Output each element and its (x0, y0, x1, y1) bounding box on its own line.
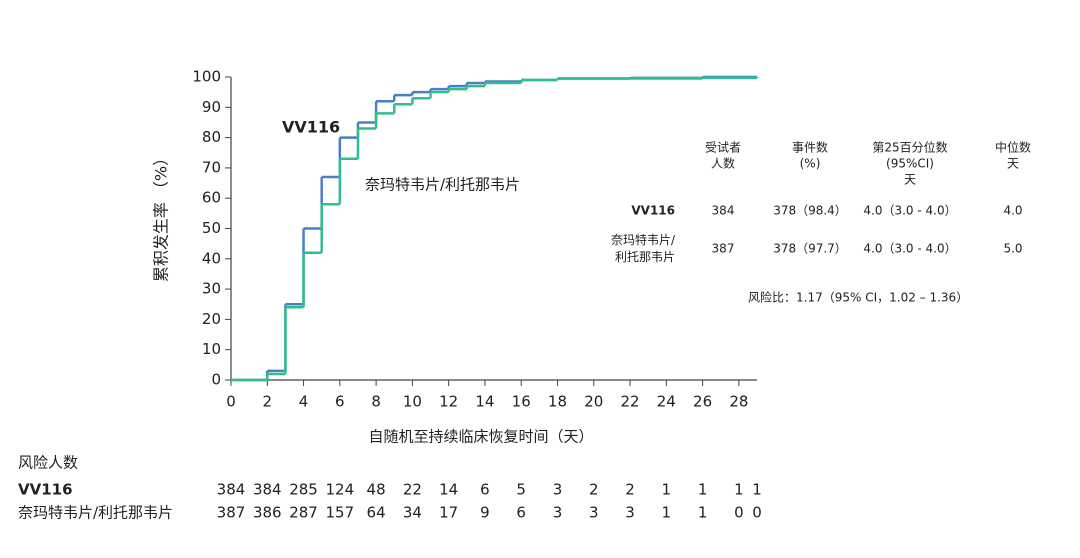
table-header: 事件数 (792, 140, 828, 155)
x-tick-label: 16 (512, 393, 531, 411)
table-cell: 378（97.7） (773, 242, 847, 256)
risk-count: 48 (367, 481, 386, 499)
y-tick-label: 80 (202, 128, 221, 146)
x-tick-label: 0 (226, 393, 236, 411)
risk-count: 3 (589, 504, 599, 522)
table-header: (95%CI) (886, 157, 934, 171)
y-tick-label: 10 (202, 340, 221, 358)
table-header: 中位数 (995, 140, 1031, 155)
table-row-name: VV116 (631, 204, 675, 218)
y-tick-label: 90 (202, 98, 221, 116)
risk-count: 157 (326, 504, 355, 522)
risk-count: 6 (516, 504, 526, 522)
risk-count: 124 (326, 481, 355, 499)
table-cell: 4.0 (1003, 204, 1022, 218)
x-tick-label: 20 (584, 393, 603, 411)
table-header: 人数 (711, 156, 735, 171)
x-tick-label: 2 (263, 393, 273, 411)
risk-count: 384 (253, 481, 282, 499)
risk-table-title: 风险人数 (18, 454, 78, 472)
y-tick-label: 70 (202, 158, 221, 176)
risk-count: 0 (734, 504, 744, 522)
table-cell: 4.0（3.0 - 4.0） (863, 242, 956, 256)
risk-row-name: VV116 (18, 481, 73, 499)
risk-count: 384 (217, 481, 246, 499)
risk-count: 0 (752, 504, 762, 522)
table-header: 天 (1007, 157, 1019, 171)
y-axis-label: 累积发生率 （%） (152, 150, 171, 282)
x-tick-label: 10 (403, 393, 422, 411)
x-tick-label: 24 (657, 393, 676, 411)
x-tick-label: 8 (371, 393, 381, 411)
x-axis-label: 自随机至持续临床恢复时间（天） (368, 428, 593, 446)
table-cell: 378（98.4） (773, 204, 847, 218)
x-tick-label: 26 (693, 393, 712, 411)
table-cell: 384 (712, 204, 735, 218)
risk-count: 3 (625, 504, 635, 522)
x-tick-label: 22 (620, 393, 639, 411)
table-cell: 5.0 (1003, 242, 1022, 256)
risk-count: 9 (480, 504, 490, 522)
risk-count: 1 (698, 504, 708, 522)
risk-count: 1 (662, 481, 672, 499)
table-cell: 387 (712, 242, 735, 256)
hazard-ratio: 风险比：1.17（95% CI，1.02 – 1.36） (748, 290, 968, 305)
risk-count: 22 (403, 481, 422, 499)
risk-count: 64 (367, 504, 386, 522)
x-tick-label: 12 (439, 393, 458, 411)
risk-count: 387 (217, 504, 246, 522)
risk-count: 5 (516, 481, 526, 499)
risk-count: 3 (553, 481, 563, 499)
table-row-name: 利托那韦片 (615, 250, 675, 264)
y-tick-label: 60 (202, 189, 221, 207)
x-tick-label: 28 (729, 393, 748, 411)
y-tick-label: 20 (202, 310, 221, 328)
risk-count: 2 (625, 481, 635, 499)
x-tick-label: 14 (475, 393, 494, 411)
risk-count: 2 (589, 481, 599, 499)
y-tick-label: 40 (202, 249, 221, 267)
risk-count: 34 (403, 504, 422, 522)
y-tick-label: 50 (202, 219, 221, 237)
risk-count: 6 (480, 481, 490, 499)
risk-row-name: 奈玛特韦片/利托那韦片 (18, 504, 173, 522)
table-header: (%) (800, 157, 821, 171)
table-header: 受试者 (705, 140, 741, 155)
x-tick-label: 4 (299, 393, 309, 411)
curve-label: 奈玛特韦片/利托那韦片 (365, 176, 520, 194)
risk-count: 1 (734, 481, 744, 499)
table-header: 第25百分位数 (872, 140, 947, 155)
table-cell: 4.0（3.0 - 4.0） (863, 204, 956, 218)
table-header: 天 (904, 173, 916, 187)
x-tick-label: 6 (335, 393, 345, 411)
risk-count: 386 (253, 504, 282, 522)
y-tick-label: 100 (192, 68, 221, 86)
y-tick-label: 0 (211, 371, 221, 389)
risk-count: 285 (289, 481, 318, 499)
curve-label: VV116 (282, 118, 340, 137)
risk-count: 17 (439, 504, 458, 522)
table-row-name: 奈玛特韦片/ (611, 232, 676, 247)
risk-count: 14 (439, 481, 458, 499)
risk-count: 1 (662, 504, 672, 522)
y-tick-label: 30 (202, 280, 221, 298)
x-tick-label: 18 (548, 393, 567, 411)
risk-count: 287 (289, 504, 318, 522)
risk-count: 3 (553, 504, 563, 522)
risk-count: 1 (752, 481, 762, 499)
risk-count: 1 (698, 481, 708, 499)
